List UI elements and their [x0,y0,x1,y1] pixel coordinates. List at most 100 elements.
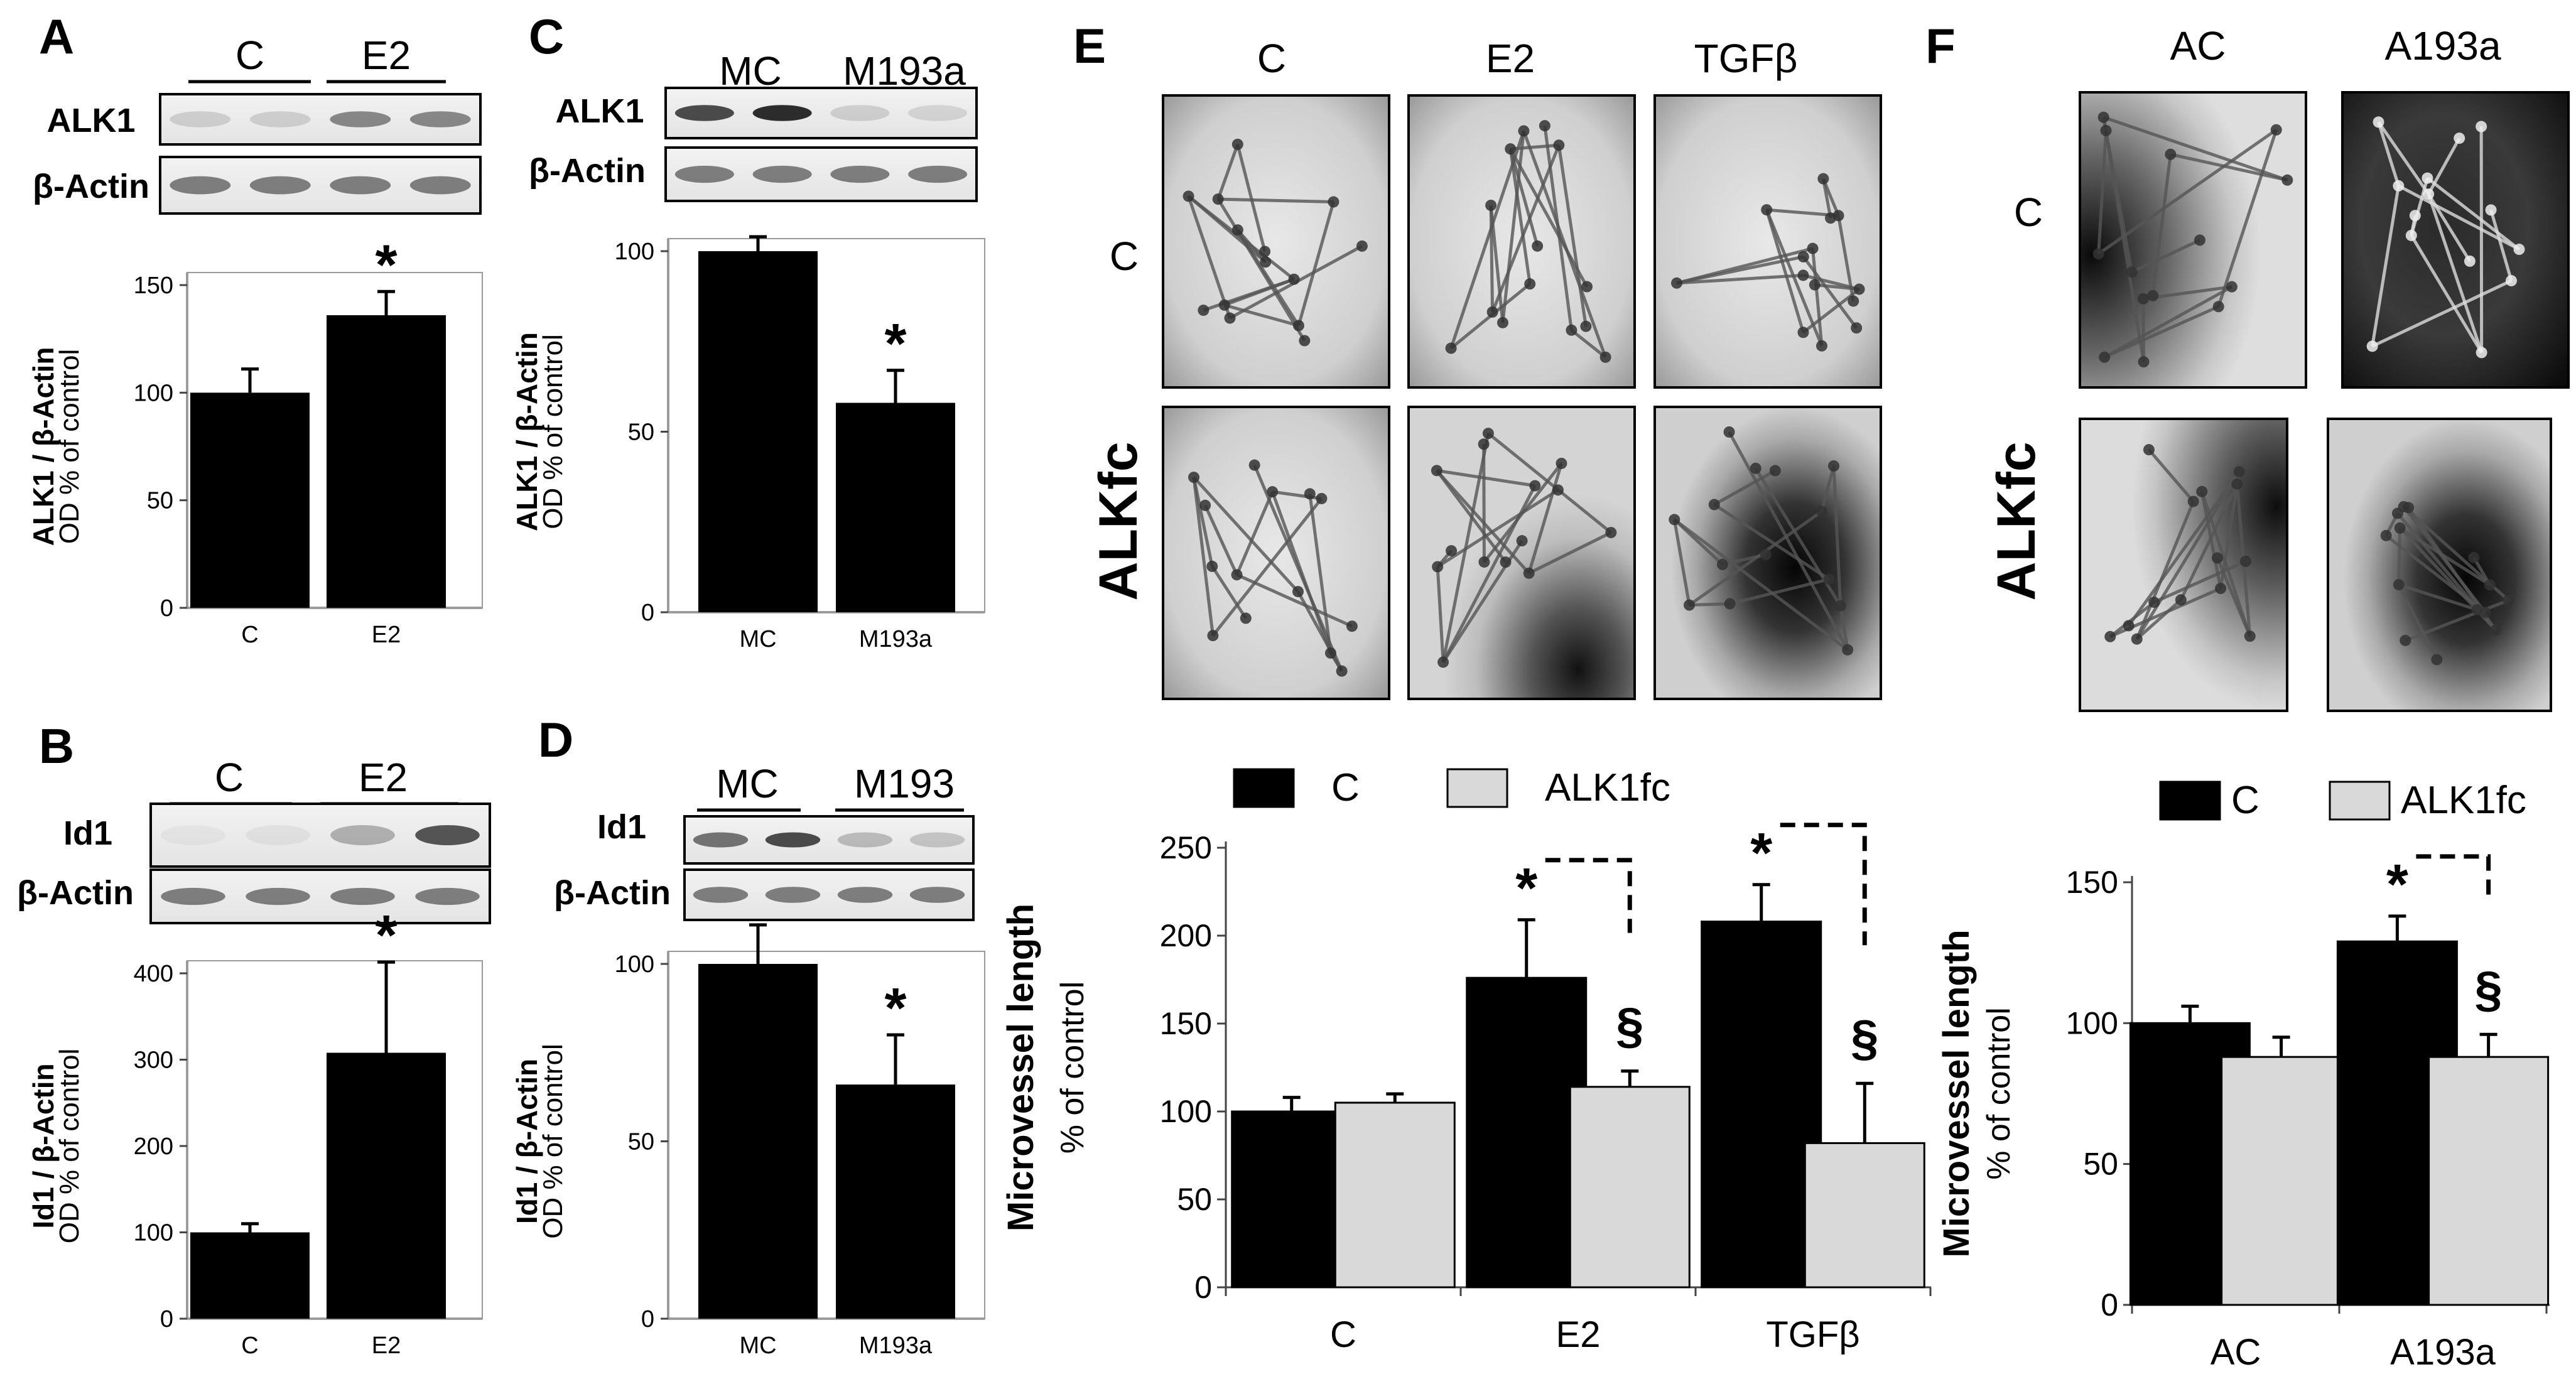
y-tick-label: 0 [641,1306,654,1333]
x-tick-label: C [241,622,258,648]
group-label-a-1: E2 [362,33,411,78]
micrograph-f-a193a-alkfc [2327,418,2552,712]
y-axis-label-line2-c: OD % of control [538,334,568,529]
significance-star: * [375,904,397,967]
comparison-bracket [2416,854,2491,897]
x-tick-label: MC [739,626,776,652]
comparison-bracket [1780,823,1867,946]
blot-band [330,887,395,906]
y-tick-label: 250 [1160,830,1212,865]
y-tick-label: 100 [2066,1005,2118,1041]
blot-row-label-d-1: β-Actin [554,874,671,912]
blot-band [765,887,821,903]
blot-row-label-a-1: β-Actin [33,168,149,205]
blot-band [752,105,812,121]
y-axis-label-d: Id1 / β-Actin [511,1059,543,1224]
blot-row-label-d-0: Id1 [597,808,646,846]
blot-band [693,832,749,848]
blot-band [415,825,480,845]
x-tick-label: E2 [372,622,401,648]
blot-band [409,176,471,195]
y-tick-label: 0 [1194,1270,1212,1305]
blot-band [409,111,471,127]
blot-band [415,887,480,906]
panel-f-column-label-1: A193a [2384,23,2501,68]
panel-f-row-label-c: C [2014,190,2043,235]
blot-row-label-b-1: β-Actin [17,874,134,912]
legend-swatch-f-1 [2329,781,2391,821]
blot-band [161,825,225,845]
group-label-a-0: C [235,33,264,78]
blot-band [909,832,965,848]
group-label-b-1: E2 [359,755,408,800]
panel-f-row-label-alkfc: ALKfc [1986,441,2047,600]
blot-band [246,825,310,845]
bar-b-1 [327,1052,446,1319]
panel-letter-a: A [39,9,74,64]
y-tick-label: 50 [147,488,173,514]
group-label-c-0: MC [719,48,782,94]
y-tick-label: 100 [615,239,654,265]
x-tick-label: M193a [859,1333,933,1359]
legend-swatch-e-1 [1446,768,1508,808]
group-label-d-1: M193 [854,761,955,806]
blot-band [674,165,734,183]
y-axis-label-line2-b: OD % of control [54,1049,85,1244]
legend-label-e-1: ALK1fc [1545,766,1670,809]
plot-frame-c [668,238,985,613]
blot-band [908,105,968,121]
group-label-c-1: M193a [843,48,966,94]
blot-band [837,832,893,848]
group-label-b-0: C [215,755,244,800]
panel-e-row-label-c: C [1110,234,1139,279]
blot-band [330,111,391,127]
significance-section: § [1851,1010,1879,1066]
bar-b-0 [190,1232,310,1319]
blot-band [693,887,749,903]
y-tick-label: 150 [1160,1006,1212,1041]
x-tick-label-e-2: TGFβ [1766,1314,1859,1355]
legend-label-f-0: C [2231,779,2259,822]
bar-c-0 [698,251,818,612]
y-tick-label: 300 [134,1047,173,1074]
bar-e-alk1fc-0 [1334,1101,1456,1289]
bar-e-c-2 [1701,921,1822,1289]
bar-d-1 [836,1084,955,1319]
x-tick-label: M193a [859,626,933,652]
panel-letter-b: B [39,718,74,774]
blot-row-label-b-0: Id1 [63,814,112,852]
y-tick-label: 150 [134,273,173,299]
significance-star: * [1750,822,1772,885]
micrograph-e-tgfb-alkfc [1653,406,1882,700]
blot-band [674,105,734,121]
x-tick-label: E2 [372,1333,401,1359]
micrograph-f-a193a-c [2341,91,2570,389]
micrograph-f-ac-alkfc [2079,418,2288,712]
bar-f-alk1fc-0 [2221,1056,2342,1306]
micrograph-e-tgfb-c [1653,94,1882,389]
panel-f-column-label-0: AC [2170,23,2226,68]
bar-f-alk1fc-1 [2428,1056,2550,1306]
y-axis-label-c: ALK1 / β-Actin [511,332,543,531]
micrograph-e-c-alkfc [1162,406,1390,700]
blot-band [752,165,812,183]
panel-e-column-label-1: E2 [1486,36,1535,81]
y-tick-label: 50 [628,419,654,446]
blot-band [830,105,890,121]
group-label-d-0: MC [716,761,779,806]
y-axis-label-line2-d: OD % of control [538,1044,568,1239]
blot-band [246,887,310,906]
significance-star: * [2386,853,2408,916]
bar-e-alk1fc-2 [1804,1142,1925,1289]
blot-band [330,825,395,845]
blot-row-label-c-1: β-Actin [529,152,646,190]
y-axis-label-line2-f: % of control [1981,1007,2017,1180]
y-tick-label: 100 [1160,1094,1212,1129]
blot-band [249,176,311,195]
y-tick-label: 50 [2083,1147,2118,1182]
panel-e-column-label-2: TGFβ [1694,36,1798,81]
panel-e-column-label-0: C [1257,36,1286,81]
bar-a-0 [190,392,310,608]
y-tick-label: 0 [641,600,654,626]
